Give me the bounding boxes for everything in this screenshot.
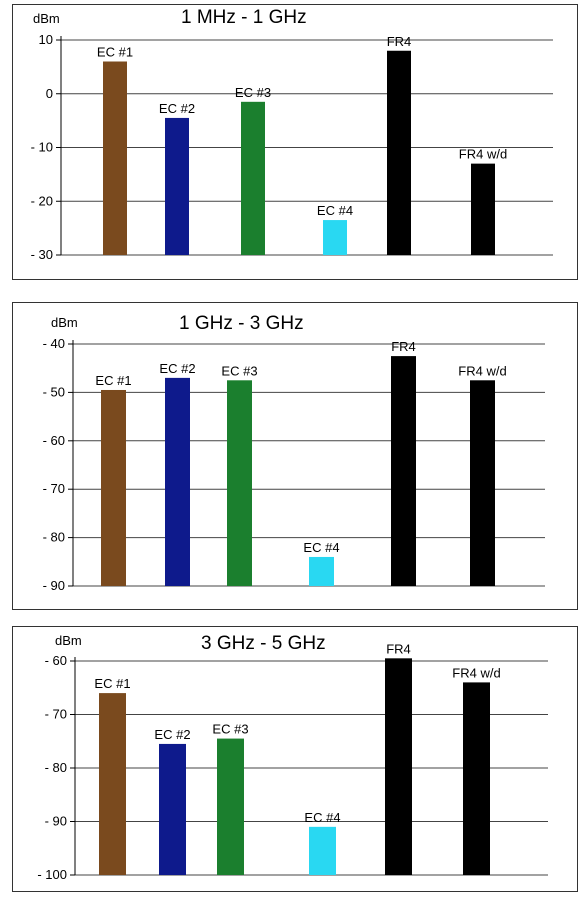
bar-ec-4 [309, 556, 334, 586]
bar-label: EC #1 [94, 676, 130, 691]
bar-ec-1 [103, 61, 127, 255]
bar-label: EC #3 [235, 85, 271, 100]
bar-ec-4 [309, 826, 336, 875]
y-tick-label: 10 [39, 32, 53, 47]
y-tick-label: - 80 [43, 530, 65, 545]
bar-fr4-w-d [471, 163, 495, 255]
bar-ec-2 [165, 117, 189, 255]
chart-panel-1ghz-3ghz: dBm 1 GHz - 3 GHz - 40- 50- 60- 70- 80- … [12, 302, 578, 610]
bar-ec-2 [165, 377, 190, 586]
y-tick-label: - 10 [31, 140, 53, 155]
bar-label: FR4 [386, 641, 411, 656]
bar-label: EC #3 [212, 722, 248, 737]
y-tick-label: - 50 [43, 384, 65, 399]
bar-fr4 [391, 356, 416, 586]
y-tick-label: - 60 [43, 433, 65, 448]
bar-fr4 [385, 658, 412, 875]
y-tick-label: 0 [46, 86, 53, 101]
y-tick-label: - 70 [43, 481, 65, 496]
bar-ec-4 [323, 220, 347, 255]
y-unit-label: dBm [55, 633, 82, 648]
bar-label: EC #2 [159, 361, 195, 376]
bar-label: FR4 w/d [458, 363, 506, 378]
bar-ec-1 [99, 693, 126, 875]
bar-label: FR4 [387, 34, 412, 49]
bar-fr4-w-d [463, 682, 490, 875]
bar-fr4-w-d [470, 380, 495, 586]
bar-label: EC #4 [303, 540, 339, 555]
y-tick-label: - 20 [31, 193, 53, 208]
bar-chart-3ghz-5ghz: - 60 - 70 - 80 - 90 - 100 EC #1 EC #2 EC #3 EC #… [37, 641, 548, 882]
bar-label: FR4 w/d [459, 147, 507, 162]
bar-fr4 [387, 50, 411, 255]
y-tick-label: - 40 [43, 336, 65, 351]
bar-label: EC #4 [304, 810, 340, 825]
y-unit-label: dBm [51, 315, 78, 330]
bar-ec-3 [241, 101, 265, 255]
bar-label: FR4 w/d [452, 665, 500, 680]
y-tick-label: - 90 [45, 814, 67, 829]
bar-label: EC #3 [221, 363, 257, 378]
y-tick-label: - 80 [45, 760, 67, 775]
y-tick-label: - 70 [45, 707, 67, 722]
bar-chart-1ghz-3ghz: - 40 - 50 - 60 - 70 - 80 - 90 EC #1 EC #2 EC #3 E… [43, 336, 545, 593]
chart-title: 1 GHz - 3 GHz [179, 313, 304, 334]
chart-title: 3 GHz - 5 GHz [201, 633, 326, 654]
chart-panel-1mhz-1ghz: dBm 1 MHz - 1 GHz 10 0 - 10 - 20 - 30 EC #1 EC… [12, 4, 578, 280]
chart-panel-3ghz-5ghz: dBm 3 GHz - 5 GHz - 60 - 70 - 80 - 90 - 100 E… [12, 626, 578, 892]
y-tick-label: - 30 [31, 247, 53, 262]
y-tick-label: - 60 [45, 653, 67, 668]
bar-label: EC #2 [159, 101, 195, 116]
bar-label: EC #1 [97, 45, 133, 60]
y-tick-label: - 90 [43, 578, 65, 593]
bar-ec-3 [227, 380, 252, 586]
bar-ec-2 [159, 743, 186, 875]
y-tick-label: - 100 [37, 867, 67, 882]
bar-label: EC #1 [95, 373, 131, 388]
bar-chart-1mhz-1ghz: 10 0 - 10 - 20 - 30 EC #1 EC #2 EC #3 EC #4 FR4 FR… [31, 32, 553, 262]
bar-ec-3 [217, 738, 244, 875]
bar-label: FR4 [391, 339, 416, 354]
chart-title: 1 MHz - 1 GHz [181, 7, 307, 28]
bar-label: EC #2 [154, 727, 190, 742]
bar-ec-1 [101, 389, 126, 586]
bar-label: EC #4 [317, 203, 353, 218]
y-unit-label: dBm [33, 11, 60, 26]
